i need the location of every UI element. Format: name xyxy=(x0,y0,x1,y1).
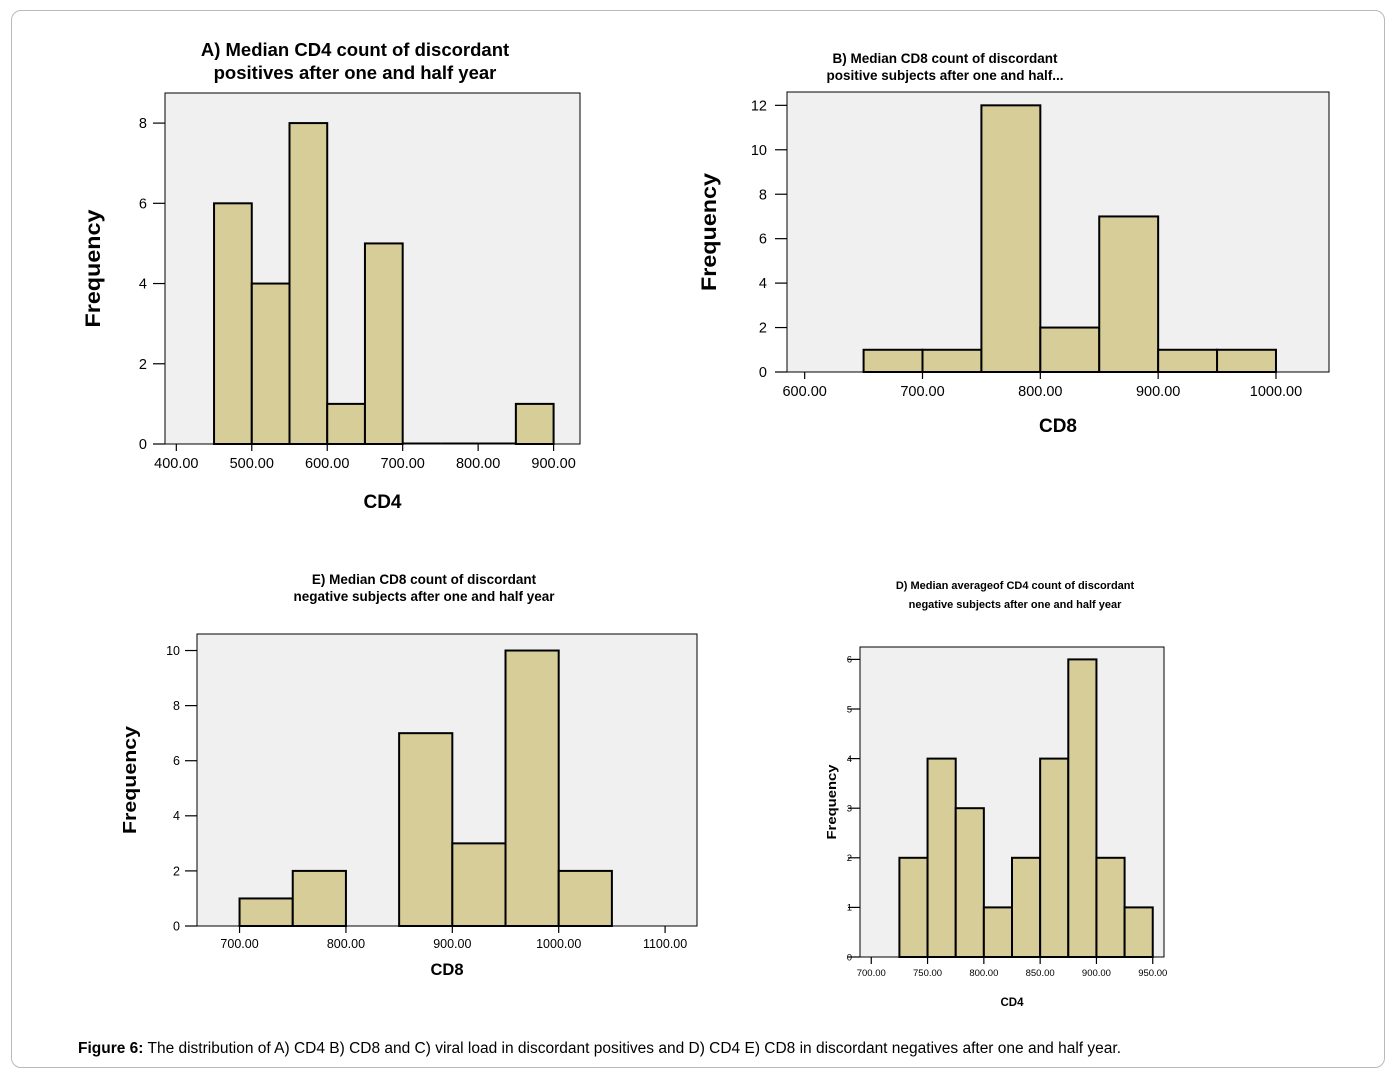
chart-e-y-tick-label-2: 2 xyxy=(173,864,180,878)
chart-a-x-tick-label-6: 900.00 xyxy=(531,456,575,472)
figure-caption: Figure 6: The distribution of A) CD4 B) … xyxy=(78,1040,1378,1058)
chart-a-y-axis-label: Frequency xyxy=(82,209,105,327)
chart-b-y-tick-label-7: 12 xyxy=(751,98,767,114)
chart-e-y-tick-label-5: 8 xyxy=(173,699,180,713)
chart-b-y-tick-label-5: 8 xyxy=(759,187,767,203)
chart-e-x-tick-label-4: 1000.00 xyxy=(536,937,581,951)
chart-a-x-axis-label: CD4 xyxy=(363,492,401,513)
chart-a-bar-1 xyxy=(213,202,253,445)
chart-e-y-axis-label: Frequency xyxy=(120,726,140,834)
chart-d-y-tick-label-6: 5 xyxy=(847,704,852,715)
chart-b-title-line-1: B) Median CD8 count of discordant xyxy=(832,51,1058,66)
chart-a-x-tick-label-4: 700.00 xyxy=(381,456,425,472)
chart-d-y-tick-label-7: 6 xyxy=(847,655,852,666)
chart-a-x-tick-label-2: 500.00 xyxy=(230,456,274,472)
chart-b-bar-2 xyxy=(921,348,983,373)
chart-a-bar-2 xyxy=(250,282,291,445)
chart-a-x-tick-label-1: 400.00 xyxy=(154,456,198,472)
chart-b-x-tick-label-1: 600.00 xyxy=(782,384,826,400)
chart-a-y-tick-label-4: 6 xyxy=(139,196,147,212)
figure-frame xyxy=(11,10,1385,1068)
chart-b-y-tick-label-1: 0 xyxy=(759,365,767,381)
chart-d-bar-4 xyxy=(982,906,1014,959)
chart-a-bar-5 xyxy=(363,242,404,445)
chart-e-bar-2 xyxy=(291,869,347,927)
caption-text: The distribution of A) CD4 B) CD8 and C)… xyxy=(143,1040,1122,1057)
chart-e-y-tick-label-6: 10 xyxy=(166,644,180,658)
chart-e-bar-5 xyxy=(504,649,560,928)
chart-d-bar-9 xyxy=(1123,906,1154,959)
chart-b-x-tick-label-3: 800.00 xyxy=(1018,384,1062,400)
chart-e-x-axis-label: CD8 xyxy=(430,961,463,979)
chart-d-y-tick-label-3: 2 xyxy=(847,853,852,864)
chart-e-bar-6 xyxy=(557,869,613,927)
chart-d-bar-2 xyxy=(926,757,957,958)
chart-d-x-tick-label-5: 900.00 xyxy=(1082,968,1111,979)
chart-d-x-tick-label-2: 750.00 xyxy=(913,968,942,979)
chart-d-x-tick-label-6: 950.00 xyxy=(1138,968,1167,979)
chart-b-x-tick-label-2: 700.00 xyxy=(900,384,944,400)
chart-b-y-axis-label: Frequency xyxy=(698,173,721,291)
chart-b-bar-1 xyxy=(862,348,924,373)
chart-d-bar-7 xyxy=(1067,658,1098,959)
chart-b-y-tick-label-3: 4 xyxy=(759,276,767,292)
chart-b-bar-7 xyxy=(1216,348,1277,373)
chart-b-y-tick-label-2: 2 xyxy=(759,321,767,337)
chart-b-title-line-2: positive subjects after one and half... xyxy=(826,68,1063,83)
chart-e-bar-1 xyxy=(238,897,294,927)
chart-d-x-tick-label-3: 800.00 xyxy=(969,968,998,979)
chart-a-y-tick-label-1: 0 xyxy=(139,437,147,453)
chart-d-x-tick-label-1: 700.00 xyxy=(857,968,886,979)
chart-a-title-line-1: A) Median CD4 count of discordant xyxy=(201,39,509,60)
chart-d-y-tick-label-4: 3 xyxy=(847,804,852,815)
chart-a-bar-3 xyxy=(288,122,329,445)
chart-a-x-tick-label-3: 600.00 xyxy=(305,456,349,472)
chart-e-title-line-2: negative subjects after one and half yea… xyxy=(293,589,555,604)
chart-b-bar-6 xyxy=(1157,348,1219,373)
chart-a-y-tick-label-5: 8 xyxy=(139,116,147,132)
chart-e-x-tick-label-3: 900.00 xyxy=(433,937,471,951)
chart-a-y-tick-label-3: 4 xyxy=(139,277,147,293)
caption-label: Figure 6: xyxy=(78,1040,144,1057)
chart-b-x-tick-label-4: 900.00 xyxy=(1136,384,1180,400)
chart-b-y-tick-label-6: 10 xyxy=(751,143,767,159)
chart-e-title-line-1: E) Median CD8 count of discordant xyxy=(312,572,537,587)
chart-d-y-axis-label: Frequency xyxy=(825,764,839,839)
chart-d-title-line-2: negative subjects after one and half yea… xyxy=(909,599,1122,611)
chart-b-x-tick-label-5: 1000.00 xyxy=(1250,384,1302,400)
chart-b-bar-4 xyxy=(1039,326,1101,373)
chart-e-bar-3 xyxy=(398,732,454,927)
chart-a-bar-4 xyxy=(326,402,366,445)
chart-d-bar-6 xyxy=(1039,757,1070,958)
chart-e-bar-4 xyxy=(451,842,507,928)
chart-e-y-tick-label-4: 6 xyxy=(173,754,180,768)
chart-d-title-line-1: D) Median averageof CD4 count of discord… xyxy=(896,580,1135,592)
chart-a-bar-9 xyxy=(514,402,555,445)
chart-b-bar-5 xyxy=(1098,215,1160,373)
chart-a-x-tick-label-5: 800.00 xyxy=(456,456,500,472)
chart-d-y-tick-label-2: 1 xyxy=(847,903,852,914)
chart-d-y-tick-label-1: 0 xyxy=(847,952,852,963)
chart-d-bar-5 xyxy=(1011,856,1042,958)
chart-e-x-tick-label-1: 700.00 xyxy=(220,937,258,951)
chart-d-y-tick-label-5: 4 xyxy=(847,754,852,765)
chart-d-x-axis-label: CD4 xyxy=(1000,997,1024,1009)
chart-b-bar-3 xyxy=(980,104,1042,373)
chart-d-bar-1 xyxy=(898,856,929,958)
chart-a-title-line-2: positives after one and half year xyxy=(214,62,497,83)
chart-b-y-tick-label-4: 6 xyxy=(759,232,767,248)
chart-d-x-tick-label-4: 850.00 xyxy=(1026,968,1055,979)
chart-e-x-tick-label-5: 1100.00 xyxy=(643,937,687,951)
chart-e-y-tick-label-1: 0 xyxy=(173,919,180,933)
chart-b-x-axis-label: CD8 xyxy=(1039,416,1077,437)
chart-e-y-tick-label-3: 4 xyxy=(173,809,180,823)
chart-d-bar-3 xyxy=(954,807,985,959)
chart-a-y-tick-label-2: 2 xyxy=(139,357,147,373)
chart-b-plot-area xyxy=(786,91,1330,373)
chart-d-bar-8 xyxy=(1095,856,1126,958)
chart-e-x-tick-label-2: 800.00 xyxy=(327,937,365,951)
